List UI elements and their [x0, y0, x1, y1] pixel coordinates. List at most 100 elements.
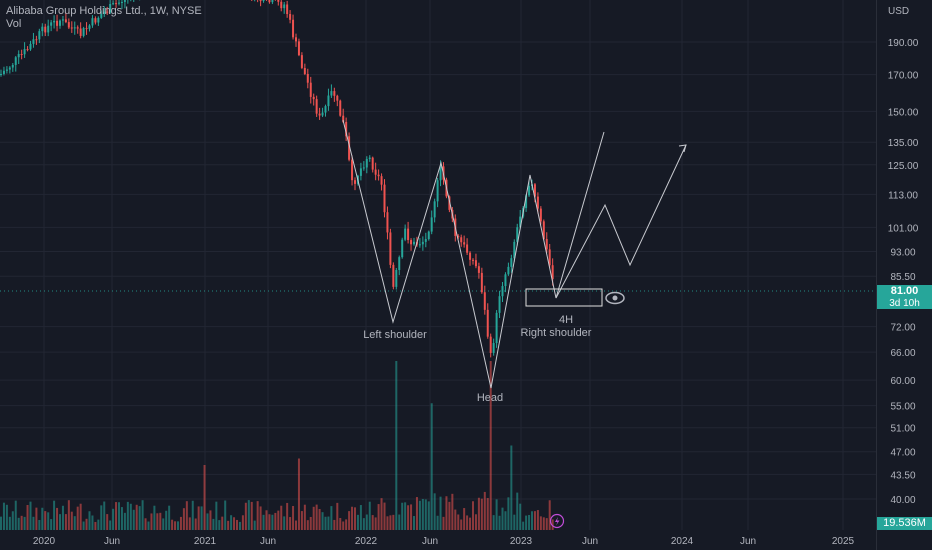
candle-body: [368, 157, 371, 159]
candle-body: [295, 37, 297, 42]
volume-bar: [395, 361, 398, 530]
volume-bar: [268, 514, 271, 530]
volume-bar: [188, 517, 191, 530]
candle-body: [277, 0, 280, 2]
volume-bar: [516, 492, 519, 530]
volume-bar: [489, 361, 492, 530]
time-tick-label: 2023: [510, 536, 533, 547]
candle-body: [351, 159, 354, 181]
volume-bar: [469, 517, 472, 530]
current-price-tag: 81.00: [877, 285, 932, 298]
volume-bar: [106, 514, 109, 530]
price-tick-label: 43.50: [890, 470, 915, 481]
volume-bar: [525, 515, 528, 530]
volume-bar: [203, 465, 206, 530]
candle-body: [292, 19, 295, 38]
candle-body: [20, 54, 23, 56]
candle-body: [463, 242, 466, 245]
candle-body: [516, 227, 519, 242]
price-tick-label: 135.00: [888, 138, 919, 149]
candle-body: [483, 292, 486, 310]
candle-body: [433, 201, 436, 218]
candle-body: [348, 136, 351, 160]
candle-body: [61, 19, 64, 21]
volume-bar: [53, 500, 56, 530]
volume-bar: [76, 506, 79, 530]
volume-bar: [507, 497, 510, 530]
volume-bar: [150, 513, 153, 530]
volume-bar: [519, 503, 522, 530]
candle-body: [501, 286, 504, 297]
volume-bar: [162, 518, 165, 530]
volume-bar: [67, 500, 70, 530]
eye-icon[interactable]: [605, 291, 625, 305]
candle-body: [67, 22, 70, 28]
volume-bar: [206, 513, 209, 530]
volume-bar: [236, 519, 238, 530]
volume-bar: [227, 520, 230, 530]
candle-body: [306, 73, 309, 83]
candle-body: [0, 73, 2, 75]
volume-bar: [271, 514, 274, 530]
volume-bar: [174, 521, 177, 530]
candle-body: [85, 28, 88, 30]
volume-bar: [333, 519, 336, 530]
volume-bar: [339, 517, 342, 530]
volume-bar: [368, 501, 371, 530]
volume-bar: [359, 505, 362, 530]
candlesticks: [0, 0, 554, 358]
axis-separator: [876, 0, 877, 550]
candle-body: [76, 27, 79, 29]
volume-bar: [218, 520, 221, 530]
volume-bar: [91, 515, 94, 530]
volume-bar: [551, 519, 554, 530]
volume-bar: [404, 502, 407, 530]
volume-bar: [356, 514, 359, 530]
volume-bar: [539, 516, 542, 530]
flash-icon[interactable]: [549, 513, 565, 529]
volume-bar: [415, 497, 418, 530]
volume-bar: [386, 516, 389, 530]
volume-bar: [115, 502, 118, 530]
volume-bar: [477, 497, 480, 530]
volume-bar: [141, 500, 144, 530]
pattern-drawing[interactable]: [342, 119, 687, 389]
volume-bar: [407, 505, 410, 530]
price-axis[interactable]: 190.00 170.00 150.00 135.00 125.00 113.00 101.…: [888, 38, 919, 506]
volume-bar: [73, 516, 76, 530]
candle-body: [50, 22, 53, 26]
volume-indicator-label[interactable]: Vol: [6, 18, 22, 30]
candle-body: [342, 115, 345, 122]
volume-bar: [135, 504, 138, 530]
volume-bar: [241, 515, 244, 530]
price-tick-label: 55.00: [890, 402, 915, 413]
volume-value-tag: 19.536M: [877, 517, 932, 530]
volume-bar: [212, 518, 215, 530]
volume-bar: [433, 493, 436, 530]
candle-body: [542, 221, 545, 240]
volume-bar: [129, 503, 132, 530]
symbol-title[interactable]: Alibaba Group Holdings Ltd., 1W, NYSE: [6, 5, 202, 17]
volume-bar: [59, 514, 61, 530]
volume-bar: [120, 507, 123, 530]
volume-bar: [542, 517, 545, 530]
volume-bar: [138, 506, 141, 530]
volume-bar: [118, 502, 120, 530]
candle-body: [106, 11, 109, 13]
volume-bar: [168, 505, 171, 530]
candle-body: [377, 174, 380, 177]
time-axis[interactable]: 2020 Jun 2021 Jun 2022 Jun 2023 Jun 2024 Jun 2025: [33, 536, 855, 547]
candle-body: [330, 91, 333, 96]
candle-body: [300, 55, 303, 68]
candle-body: [528, 186, 531, 196]
candle-body: [324, 106, 327, 113]
candle-body: [424, 239, 427, 242]
candle-body: [457, 235, 460, 238]
volume-bar: [504, 511, 507, 530]
chart-grid: [0, 0, 876, 530]
volume-bar: [342, 521, 345, 530]
volume-bar: [238, 521, 241, 530]
volume-bar: [153, 505, 156, 530]
volume-bar: [457, 514, 460, 530]
